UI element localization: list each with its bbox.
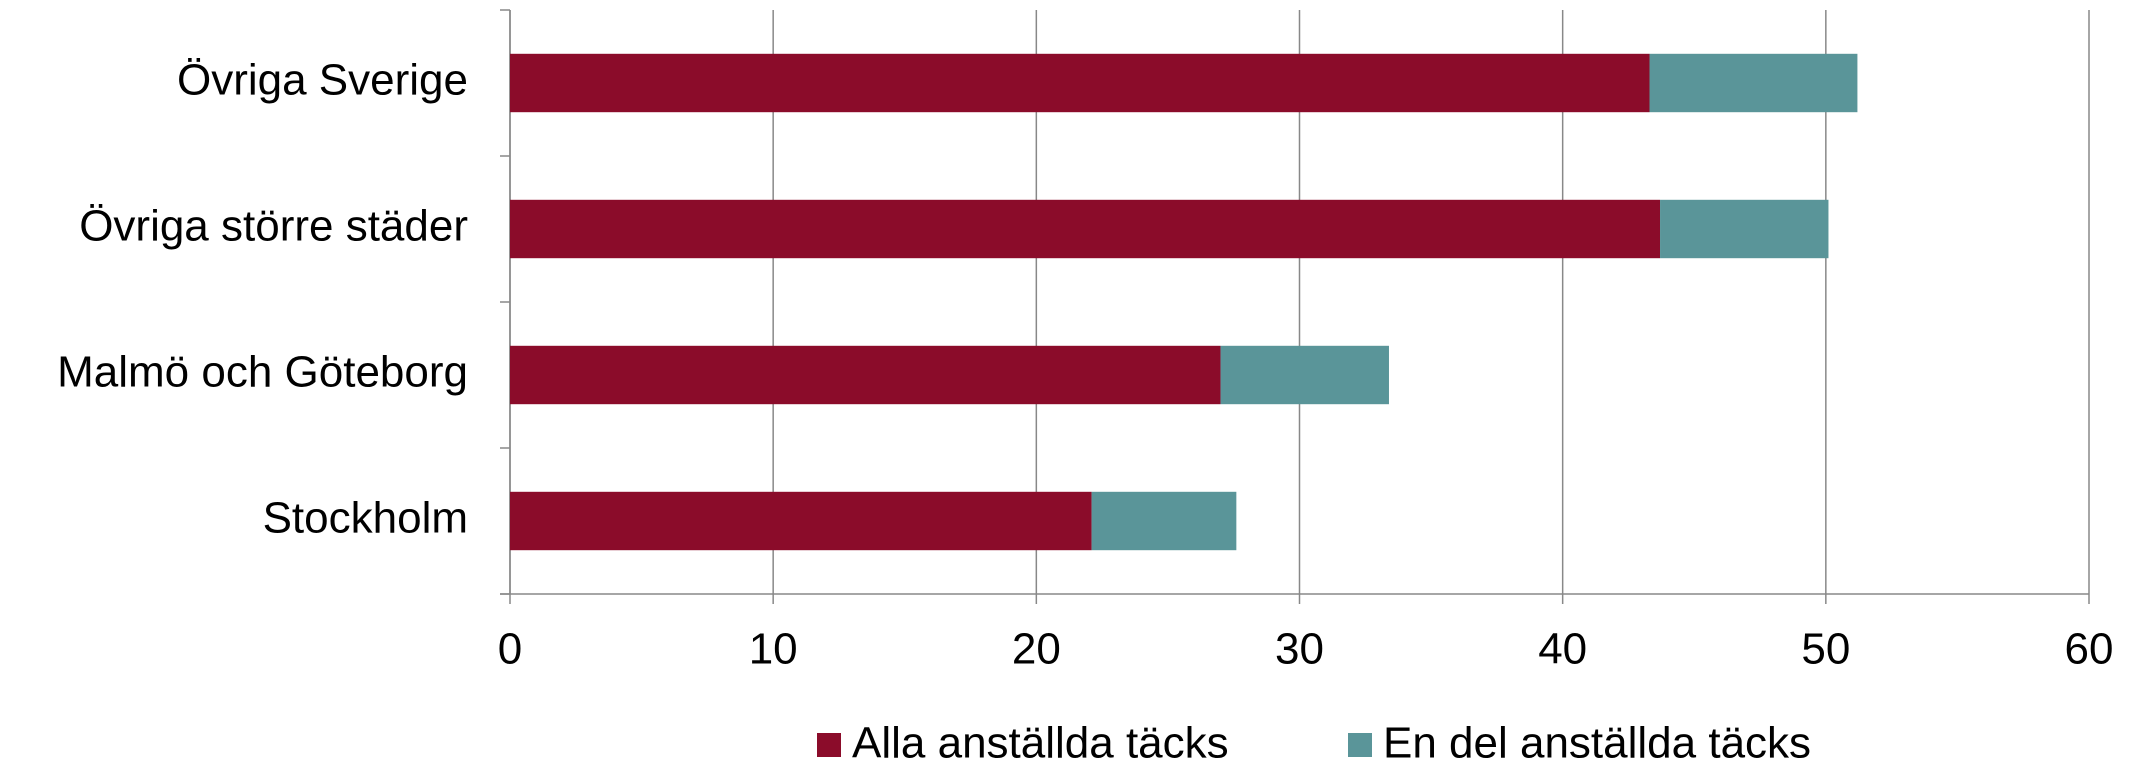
y-tick-label: Övriga Sverige [177,56,468,105]
x-tick-label: 30 [1275,625,1324,674]
legend-swatch [817,733,841,757]
bar [1649,53,1858,113]
x-tick-label: 20 [1012,625,1061,674]
legend-swatch [1348,733,1372,757]
x-tick-label: 0 [498,625,522,674]
bar [510,199,1661,259]
y-tick-label: Stockholm [263,494,468,543]
x-tick-label: 60 [2065,625,2114,674]
legend-label: Alla anställda täcks [852,719,1229,764]
legend-label: En del anställda täcks [1383,719,1811,764]
x-tick-label: 40 [1538,625,1587,674]
bar [510,491,1092,551]
x-tick-label: 10 [749,625,798,674]
bar [1091,491,1237,551]
bar [1660,199,1829,259]
bar [1220,345,1389,405]
bar [510,53,1650,113]
y-tick-label: Malmö och Göteborg [57,348,468,397]
bar [510,345,1221,405]
y-tick-label: Övriga större städer [79,202,468,251]
x-tick-label: 50 [1801,625,1850,674]
